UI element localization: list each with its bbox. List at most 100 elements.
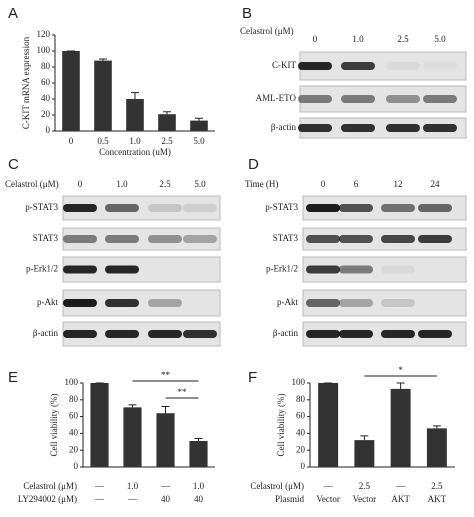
error-bar <box>161 406 170 414</box>
y-tick-label: 60 <box>69 411 79 421</box>
blot-band <box>63 330 97 338</box>
x-tick-label: AKT <box>428 494 447 504</box>
blot-row-label: p-Akt <box>277 297 298 307</box>
x-tick-label: Vector <box>353 494 377 504</box>
blot-band <box>298 62 332 70</box>
blot-band <box>386 95 420 103</box>
blot-band <box>148 330 182 338</box>
blot-band <box>341 124 375 132</box>
bar <box>190 120 208 131</box>
blot-band <box>105 265 139 274</box>
bar <box>123 407 142 467</box>
error-bar <box>195 117 203 121</box>
blot-row-label: p-STAT3 <box>265 202 298 212</box>
x-tick-label: 2.5 <box>431 481 443 491</box>
y-tick-label: 20 <box>296 444 306 454</box>
lane-label: 5.0 <box>434 34 446 44</box>
bar <box>126 99 144 131</box>
blot-band <box>418 330 452 338</box>
blot-band <box>298 95 332 103</box>
blot-band <box>423 62 457 70</box>
bar <box>189 440 208 467</box>
y-tick-label: 100 <box>292 377 306 387</box>
row-name: Plasmid <box>275 494 305 504</box>
blot-band <box>381 265 415 274</box>
bar <box>90 383 109 467</box>
y-tick-label: 40 <box>41 93 51 103</box>
blot-band <box>418 204 452 212</box>
blot-band <box>306 265 340 274</box>
blot-header: Celastrol (μM) <box>5 179 59 189</box>
blot-row-label: p-Erk1/2 <box>26 264 58 274</box>
y-axis-label: Cell viability (%) <box>49 394 59 457</box>
blot-band <box>386 62 420 70</box>
x-tick-label: — <box>395 481 406 491</box>
lane-label: 6 <box>354 179 359 189</box>
blot-band <box>339 299 373 307</box>
panel-letter: A <box>8 5 18 22</box>
x-tick-label: AKT <box>391 494 410 504</box>
blot-band <box>306 299 340 307</box>
lane-label: 5.0 <box>194 179 206 189</box>
blot-row-label: β-actin <box>273 328 299 338</box>
blot-row-label: AML-ETO <box>256 93 297 103</box>
blot-header: Time (H) <box>245 179 278 189</box>
significance-label: ** <box>178 387 188 397</box>
y-tick-label: 80 <box>41 61 51 71</box>
panel-letter: E <box>8 369 18 386</box>
x-tick-label: — <box>94 494 105 504</box>
blot-band <box>63 265 97 274</box>
y-tick-label: 60 <box>296 411 306 421</box>
blot-band <box>148 235 182 243</box>
x-tick-label: 2.5 <box>359 481 371 491</box>
y-tick-label: 20 <box>69 444 79 454</box>
bar <box>318 383 339 467</box>
blot-band <box>423 124 457 132</box>
bar <box>94 60 112 131</box>
x-tick-label: 40 <box>194 494 204 504</box>
x-tick-label: 0 <box>69 136 74 146</box>
error-bar <box>163 111 171 115</box>
x-tick-label: — <box>94 481 105 491</box>
lane-label: 0 <box>321 179 326 189</box>
error-bar <box>360 435 369 441</box>
blot-band <box>306 204 340 212</box>
y-tick-label: 40 <box>296 427 306 437</box>
blot-band <box>341 95 375 103</box>
blot-row-label: STAT3 <box>33 233 59 243</box>
blot-band <box>298 124 332 132</box>
y-tick-label: 0 <box>301 461 306 471</box>
blot-band <box>148 299 182 307</box>
y-axis-label: C-KIT mRNA expression <box>21 36 31 129</box>
blot-band <box>105 204 139 212</box>
error-bar <box>432 425 441 429</box>
blot-band <box>423 95 457 103</box>
blot-band <box>381 330 415 338</box>
y-tick-label: 40 <box>69 427 79 437</box>
blot-band <box>183 330 217 338</box>
y-tick-label: 0 <box>74 461 79 471</box>
blot-band <box>339 235 373 243</box>
y-axis-label: Cell viability (%) <box>276 394 286 457</box>
blot-row-label: p-Erk1/2 <box>266 264 298 274</box>
row-name: LY294002 (μM) <box>18 494 77 504</box>
y-tick-label: 60 <box>41 77 51 87</box>
x-tick-label: 40 <box>161 494 171 504</box>
blot-band <box>105 235 139 243</box>
blot-band <box>386 124 420 132</box>
lane-label: 12 <box>394 179 403 189</box>
significance-label: ** <box>161 370 171 380</box>
lane-label: 1.0 <box>116 179 128 189</box>
panel-letter: F <box>248 369 257 386</box>
lane-label: 0 <box>78 179 83 189</box>
x-tick-label: — <box>127 494 138 504</box>
x-tick-label: 0.5 <box>97 136 109 146</box>
y-tick-label: 100 <box>37 45 51 55</box>
x-tick-label: — <box>323 481 334 491</box>
error-bar <box>194 437 203 441</box>
bar <box>390 388 411 467</box>
row-name: Celastrol (μM) <box>23 481 77 491</box>
blot-band <box>381 299 415 307</box>
row-name: Celastrol (μM) <box>250 481 304 491</box>
